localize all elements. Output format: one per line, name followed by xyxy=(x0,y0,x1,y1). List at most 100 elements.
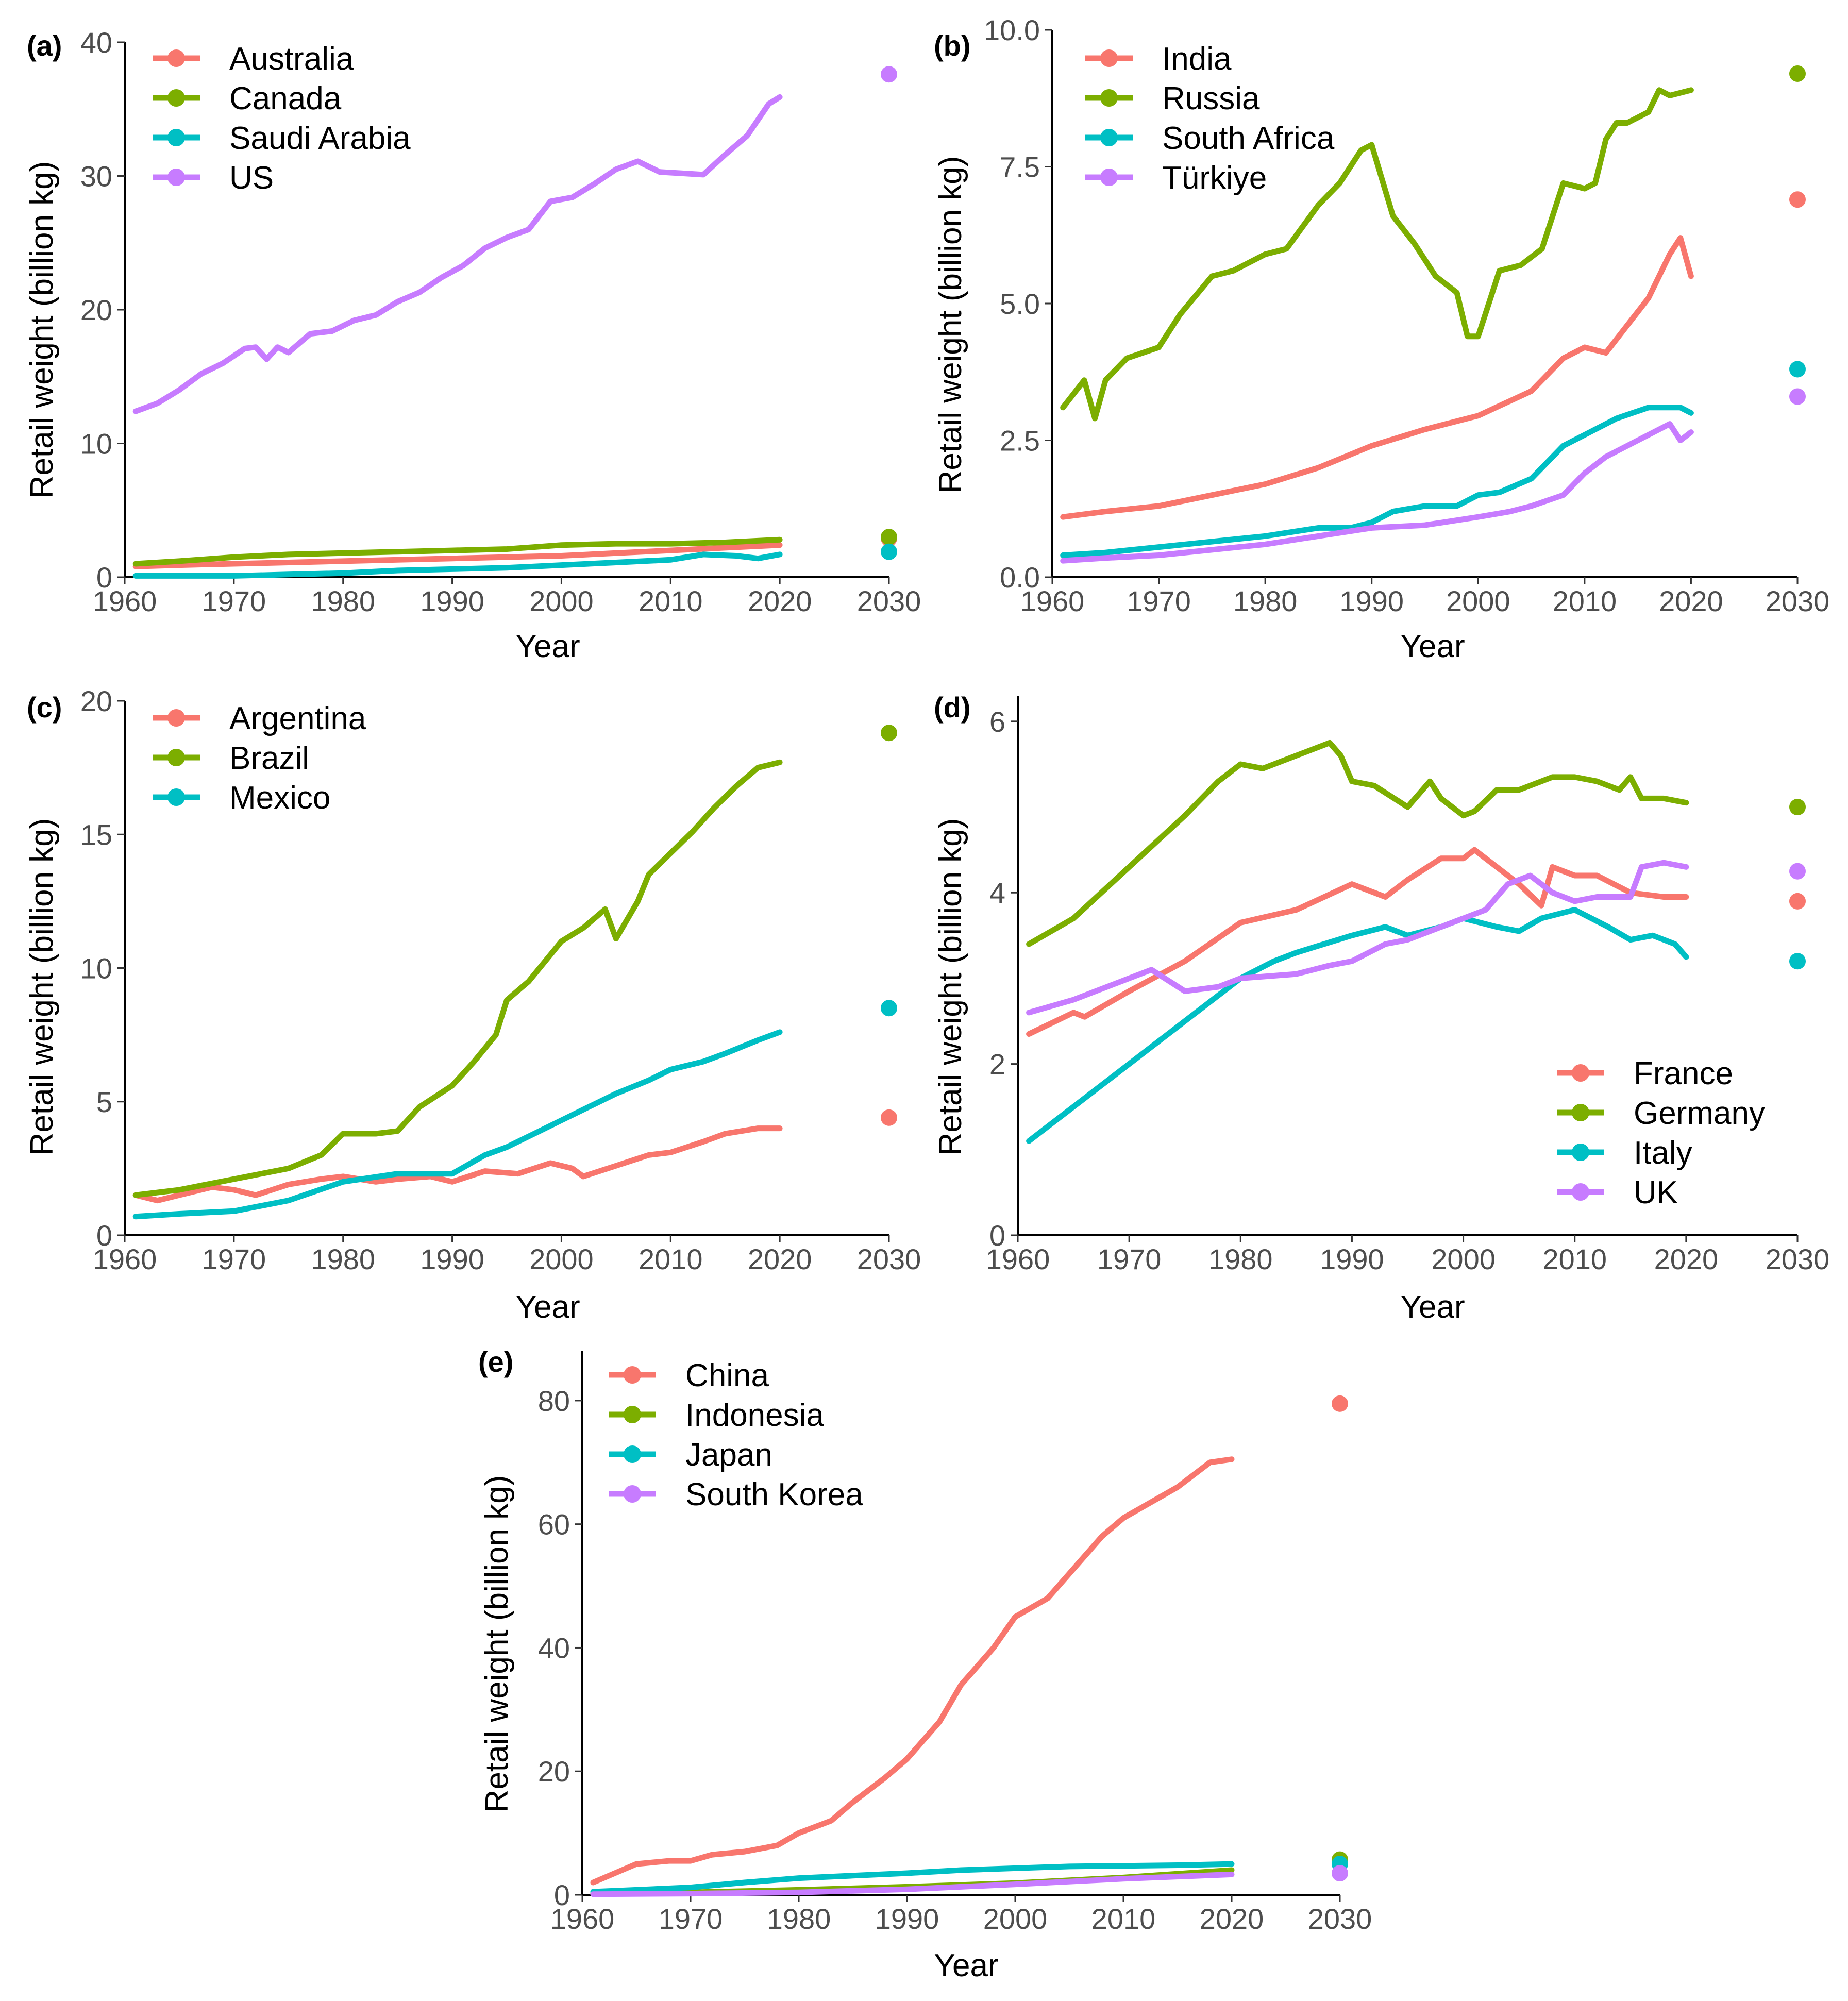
panel-b-x-tick-label: 2010 xyxy=(1553,585,1617,617)
panel-c-x-tick-label: 2020 xyxy=(748,1243,812,1275)
panel-a-label: (a) xyxy=(27,29,62,62)
series-line-south-africa xyxy=(1060,405,1694,558)
legend-label-south-africa: South Africa xyxy=(1162,121,1335,156)
projection-point-germany xyxy=(1789,799,1806,816)
panel-e-x-tick-label: 1970 xyxy=(659,1903,723,1935)
legend-label-china: China xyxy=(685,1358,769,1393)
panel-b-y-tick-label: 2.5 xyxy=(1000,425,1040,457)
legend-label-us: US xyxy=(229,160,274,196)
panel-c-y-tick-label: 10 xyxy=(80,952,112,985)
panel-e-y-tick-label: 20 xyxy=(538,1755,570,1788)
projection-point-china xyxy=(1332,1395,1348,1412)
panel-e-x-tick-label: 1960 xyxy=(550,1903,615,1935)
legend-key-point-italy xyxy=(1572,1144,1589,1161)
panel-a-y-tick-label: 40 xyxy=(80,26,112,59)
panel-e-y-axis-title: Retail weight (billion kg) xyxy=(479,1475,515,1813)
panel-b-x-tick-label: 2030 xyxy=(1766,585,1830,617)
legend-label-turkiye: Türkiye xyxy=(1162,160,1267,196)
panel-b-y-tick-label: 7.5 xyxy=(1000,151,1040,183)
panel-a-x-tick-label: 2030 xyxy=(857,585,921,617)
series-line-mexico xyxy=(132,1029,783,1220)
series-line-italy xyxy=(1026,907,1689,1144)
legend-label-germany: Germany xyxy=(1634,1096,1765,1131)
panel-b-x-tick-label: 1980 xyxy=(1233,585,1298,617)
panel-c-x-tick-label: 2030 xyxy=(857,1243,921,1275)
panel-a-x-tick-label: 1990 xyxy=(420,585,484,617)
panel-e-x-tick-label: 1990 xyxy=(875,1903,939,1935)
projection-point-argentina xyxy=(881,1109,897,1126)
panel-a-y-tick-label: 0 xyxy=(96,561,112,594)
legend-label-france: France xyxy=(1634,1056,1733,1091)
series-line-germany xyxy=(1026,739,1689,947)
panel-a-y-axis-title: Retail weight (billion kg) xyxy=(24,161,60,499)
panel-d-x-axis-title: Year xyxy=(1400,1289,1465,1325)
panel-c-x-axis-title: Year xyxy=(515,1289,580,1325)
series-line-uk xyxy=(1026,860,1689,1016)
legend-label-canada: Canada xyxy=(229,81,342,116)
panel-c-x-tick-label: 2010 xyxy=(639,1243,703,1275)
panel-a-x-tick-label: 1980 xyxy=(311,585,375,617)
panel-d: (d) Year Retail weight (billion kg) 1960… xyxy=(933,691,1829,1325)
panel-a-x-tick-label: 1970 xyxy=(202,585,266,617)
legend-key-point-uk xyxy=(1572,1183,1589,1201)
projection-point-uk xyxy=(1789,863,1806,880)
panel-a-x-tick-label: 2000 xyxy=(529,585,594,617)
legend-key-point-china xyxy=(624,1366,641,1384)
legend-key-point-mexico xyxy=(167,788,185,806)
projection-point-south-africa xyxy=(1789,361,1806,378)
legend-label-indonesia: Indonesia xyxy=(685,1398,824,1433)
series-line-india xyxy=(1060,235,1694,520)
panel-a-y-tick-label: 30 xyxy=(80,160,112,193)
panel-c-y-axis-title: Retail weight (billion kg) xyxy=(24,818,60,1156)
legend-label-uk: UK xyxy=(1634,1175,1678,1210)
projection-point-turkiye xyxy=(1789,388,1806,405)
legend-key-point-south-korea xyxy=(624,1485,641,1503)
panel-d-y-tick-label: 4 xyxy=(989,877,1005,909)
legend-key-point-indonesia xyxy=(624,1406,641,1423)
panel-b-label: (b) xyxy=(934,29,971,62)
projection-point-south-korea xyxy=(1332,1865,1348,1882)
panel-d-x-tick-label: 2000 xyxy=(1431,1243,1496,1275)
series-line-japan xyxy=(590,1861,1235,1895)
series-line-turkiye xyxy=(1060,421,1694,564)
legend-label-australia: Australia xyxy=(229,41,354,77)
panel-a-x-tick-label: 2020 xyxy=(748,585,812,617)
panel-b-x-tick-label: 1960 xyxy=(1020,585,1085,617)
panel-a: (a) Year Retail weight (billion kg) 1960… xyxy=(24,26,921,664)
panel-e-y-tick-label: 40 xyxy=(538,1632,570,1664)
series-line-china xyxy=(590,1456,1235,1886)
legend-label-argentina: Argentina xyxy=(229,701,366,736)
legend-key-point-us xyxy=(167,169,185,186)
panel-d-y-tick-label: 2 xyxy=(989,1048,1005,1081)
panel-d-y-tick-label: 6 xyxy=(989,705,1005,738)
panel-c-x-tick-label: 1960 xyxy=(93,1243,157,1275)
projection-point-india xyxy=(1789,191,1806,208)
series-line-canada xyxy=(132,536,783,567)
panel-c-label: (c) xyxy=(27,691,62,724)
panel-c-x-tick-label: 1970 xyxy=(202,1243,266,1275)
legend-label-brazil: Brazil xyxy=(229,741,309,776)
panel-e-x-tick-label: 2010 xyxy=(1091,1903,1156,1935)
legend-key-point-south-africa xyxy=(1100,129,1118,146)
legend-key-point-india xyxy=(1100,49,1118,67)
panel-c-x-tick-label: 1990 xyxy=(420,1243,484,1275)
panel-a-x-axis-title: Year xyxy=(515,629,580,664)
panel-e-label: (e) xyxy=(478,1346,513,1378)
panel-b: (b) Year Retail weight (billion kg) 1960… xyxy=(933,14,1829,664)
legend-key-point-canada xyxy=(167,89,185,107)
panel-e-y-tick-label: 0 xyxy=(554,1879,570,1911)
projection-point-italy xyxy=(1789,953,1806,970)
series-line-argentina xyxy=(132,1125,783,1204)
panel-b-y-tick-label: 0.0 xyxy=(1000,561,1040,594)
projection-point-us xyxy=(881,66,897,83)
panel-e: (e) Year Retail weight (billion kg) 1960… xyxy=(478,1346,1372,1983)
panel-b-x-tick-label: 2020 xyxy=(1659,585,1723,617)
panel-c-y-tick-label: 0 xyxy=(96,1219,112,1252)
series-line-south-korea xyxy=(590,1871,1235,1897)
legend-key-point-brazil xyxy=(167,749,185,766)
panel-a-y-tick-label: 20 xyxy=(80,294,112,326)
projection-point-saudi-arabia xyxy=(881,543,897,560)
panel-c-y-tick-label: 15 xyxy=(80,818,112,851)
